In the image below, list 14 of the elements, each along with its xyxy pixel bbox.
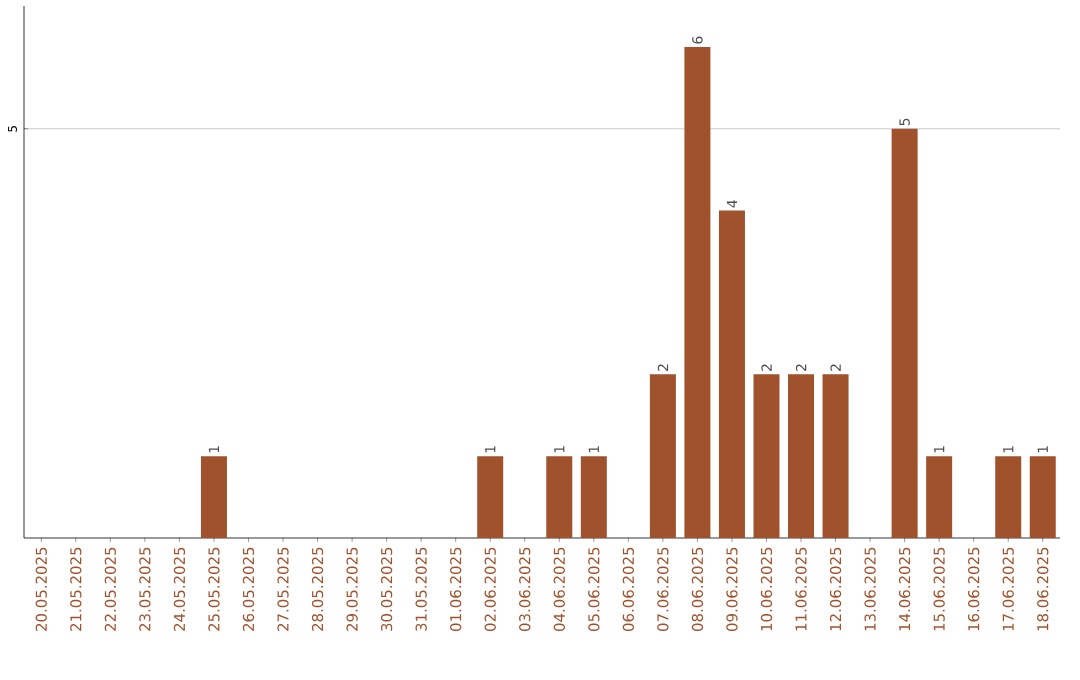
bar <box>649 374 676 538</box>
bar <box>753 374 780 538</box>
bar <box>1029 456 1056 538</box>
bar <box>788 374 815 538</box>
bar <box>891 128 918 538</box>
bar <box>684 46 711 538</box>
bar <box>200 456 227 538</box>
bar <box>546 456 573 538</box>
bar <box>926 456 953 538</box>
bar <box>477 456 504 538</box>
bar <box>995 456 1022 538</box>
bar <box>718 210 745 538</box>
bar <box>822 374 849 538</box>
bar <box>580 456 607 538</box>
